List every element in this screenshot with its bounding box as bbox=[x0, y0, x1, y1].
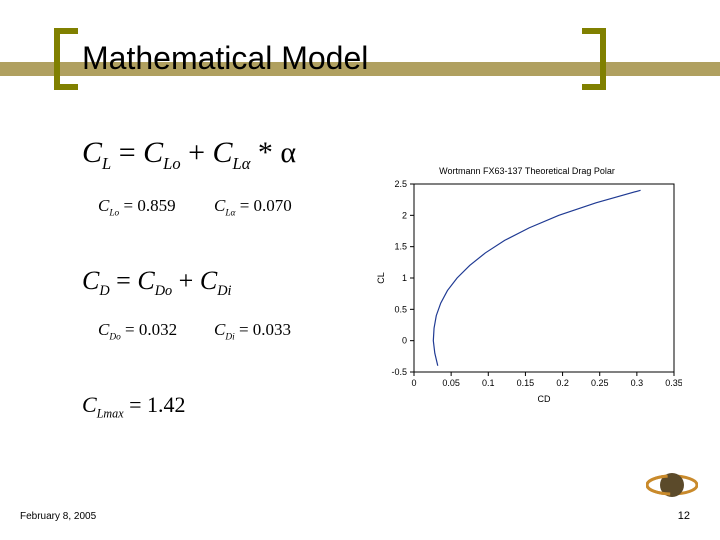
eq-clmax: CLmax = 1.42 bbox=[82, 392, 185, 421]
svg-text:0.15: 0.15 bbox=[517, 378, 535, 388]
svg-text:CD: CD bbox=[538, 394, 551, 404]
eq-cdi-val: CDi = 0.033 bbox=[214, 320, 291, 342]
cla-sym: C bbox=[213, 136, 233, 169]
svg-text:2: 2 bbox=[402, 210, 407, 220]
slide-logo bbox=[646, 467, 698, 508]
svg-text:0.5: 0.5 bbox=[394, 304, 407, 314]
svg-text:0.1: 0.1 bbox=[482, 378, 495, 388]
drag-polar-chart: Wortmann FX63-137 Theoretical Drag Polar… bbox=[372, 166, 682, 406]
svg-text:0.35: 0.35 bbox=[665, 378, 682, 388]
eq-cla-val: CLα = 0.070 bbox=[214, 196, 292, 218]
eq-cdo-val: CDo = 0.032 bbox=[98, 320, 177, 342]
cl-sub: L bbox=[102, 154, 111, 173]
footer-page: 12 bbox=[678, 510, 690, 522]
page-title: Mathematical Model bbox=[82, 40, 368, 77]
svg-text:2.5: 2.5 bbox=[394, 179, 407, 189]
svg-text:0.25: 0.25 bbox=[591, 378, 609, 388]
clo-sym: C bbox=[143, 136, 163, 169]
svg-text:1: 1 bbox=[402, 273, 407, 283]
svg-text:0: 0 bbox=[402, 336, 407, 346]
left-bracket bbox=[54, 28, 78, 90]
chart-canvas: 0 0.05 0.1 0.15 0.2 0.25 0.3 0.35 -0.5 0 0.5 1 1.5 2 2… bbox=[372, 166, 682, 406]
cl-sym: C bbox=[82, 136, 102, 169]
svg-text:-0.5: -0.5 bbox=[391, 367, 407, 377]
svg-text:0: 0 bbox=[411, 378, 416, 388]
svg-text:0.2: 0.2 bbox=[556, 378, 569, 388]
right-bracket bbox=[582, 28, 606, 90]
cla-sub: Lα bbox=[233, 154, 251, 173]
eq-cl-main: CL = CLo + CLα * α bbox=[82, 136, 296, 174]
slide: Mathematical Model CL = CLo + CLα * α CL… bbox=[0, 0, 720, 540]
svg-text:1.5: 1.5 bbox=[394, 242, 407, 252]
svg-text:0.3: 0.3 bbox=[631, 378, 644, 388]
clo-sub: Lo bbox=[163, 154, 180, 173]
cl-tail: * α bbox=[258, 136, 296, 169]
footer-date: February 8, 2005 bbox=[20, 511, 96, 522]
eq-clo-val: CLo = 0.859 bbox=[98, 196, 176, 218]
svg-text:CL: CL bbox=[376, 272, 386, 284]
svg-text:0.05: 0.05 bbox=[442, 378, 460, 388]
eq-cd-main: CD = CDo + CDi bbox=[82, 266, 232, 300]
